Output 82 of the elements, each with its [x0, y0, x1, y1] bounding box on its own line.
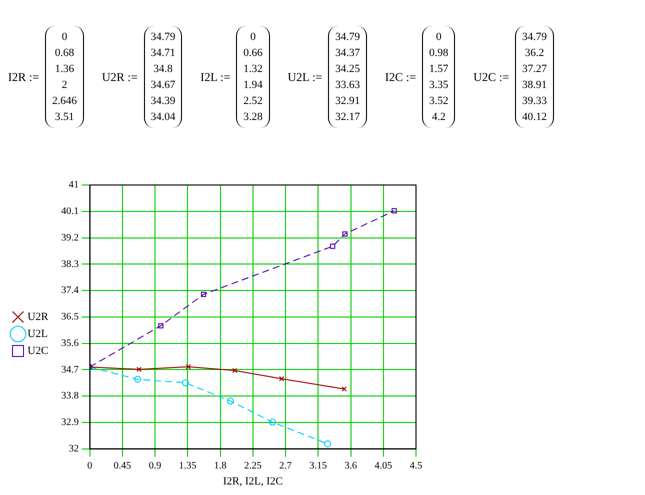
- text: 32.91: [335, 94, 360, 109]
- text: 1.57: [429, 62, 448, 77]
- x-tick-label: 0.9: [148, 460, 162, 472]
- legend-label: U2R: [28, 310, 49, 323]
- x-tick-label: 3.6: [344, 460, 358, 472]
- text: 33.63: [335, 78, 360, 93]
- category-label: U2R :=: [102, 70, 138, 84]
- text: 0.68: [54, 46, 76, 61]
- text: 34.67: [150, 78, 176, 93]
- y-tick-label: 36.5: [61, 312, 79, 323]
- point: [324, 440, 332, 448]
- text: 38.91: [522, 78, 547, 93]
- x-tick-label: 4.5: [410, 460, 422, 472]
- text: 40.12: [522, 110, 547, 125]
- text: 34.8: [152, 62, 174, 77]
- y-tick-label: 34.7: [61, 364, 79, 376]
- text: 34.79: [150, 30, 176, 45]
- text: 1.32: [243, 62, 263, 77]
- y-tick-label: 33.8: [61, 390, 79, 402]
- y-tick-label: 39.2: [61, 232, 79, 244]
- y-tick-label: 38.3: [61, 258, 79, 270]
- point: [278, 376, 284, 382]
- text: 34.37: [335, 46, 360, 61]
- text: 2: [60, 78, 68, 93]
- x-tick-label: 0: [87, 460, 92, 472]
- text: 0.98: [429, 46, 448, 61]
- point: [136, 366, 142, 372]
- text: 3.52: [429, 94, 448, 109]
- x-tick-label: 1.35: [178, 460, 196, 472]
- category-label: I2L :=: [200, 70, 230, 84]
- text: 36.2: [524, 46, 546, 61]
- point: [232, 368, 238, 374]
- category-label: I2R :=: [8, 70, 40, 84]
- point: [392, 208, 397, 214]
- text: 0: [60, 30, 68, 45]
- point: [182, 379, 189, 386]
- x-axis-title: I2R, I2L, I2C: [222, 475, 283, 488]
- legend-label: U2L: [28, 328, 48, 340]
- text: 3.51: [54, 110, 76, 125]
- point: [268, 418, 276, 426]
- category-label: U2L :=: [288, 70, 322, 84]
- text: 4.2: [430, 110, 447, 125]
- text: 34.25: [335, 62, 360, 77]
- x-tick-label: 3.15: [309, 460, 327, 472]
- point: [342, 231, 348, 237]
- text: 34.79: [335, 30, 360, 45]
- y-tick-label: 41: [68, 180, 79, 191]
- y-tick-label: 35.6: [61, 338, 79, 349]
- y-tick-label: 32.9: [61, 417, 79, 428]
- y-tick-label: 32: [68, 443, 79, 454]
- x-tick-label: 2.25: [244, 460, 262, 472]
- x-tick-label: 2.7: [279, 460, 292, 472]
- text: 1.36: [54, 62, 76, 77]
- y-tick-label: 37.4: [61, 285, 79, 296]
- point: [158, 323, 164, 328]
- text: 0: [249, 30, 257, 45]
- category-label: U2C :=: [473, 70, 510, 84]
- text: 0.66: [243, 46, 263, 61]
- category-label: I2C :=: [385, 70, 416, 84]
- legend-label: U2C: [28, 344, 48, 357]
- text: 3.28: [243, 110, 263, 125]
- text: 34.04: [150, 110, 176, 125]
- text: 34.71: [150, 46, 176, 61]
- text: 34.79: [522, 30, 547, 45]
- point: [200, 292, 206, 297]
- text: 0: [435, 30, 443, 45]
- point: [330, 244, 336, 249]
- point: [134, 376, 142, 383]
- text: 3.35: [429, 78, 448, 93]
- text: 34.39: [150, 94, 176, 109]
- text: 32.17: [335, 110, 360, 125]
- x-tick-label: 1.8: [214, 460, 227, 472]
- x-tick-label: 0.45: [114, 460, 132, 472]
- x-tick-label: 4.05: [374, 460, 392, 472]
- text: 2.52: [243, 94, 263, 109]
- text: 1.94: [243, 78, 263, 93]
- text: 37.27: [522, 62, 547, 77]
- text: 2.646: [52, 94, 77, 109]
- text: 39.33: [522, 94, 547, 109]
- y-tick-label: 40.1: [61, 206, 79, 218]
- point: [226, 398, 234, 405]
- point: [186, 364, 191, 370]
